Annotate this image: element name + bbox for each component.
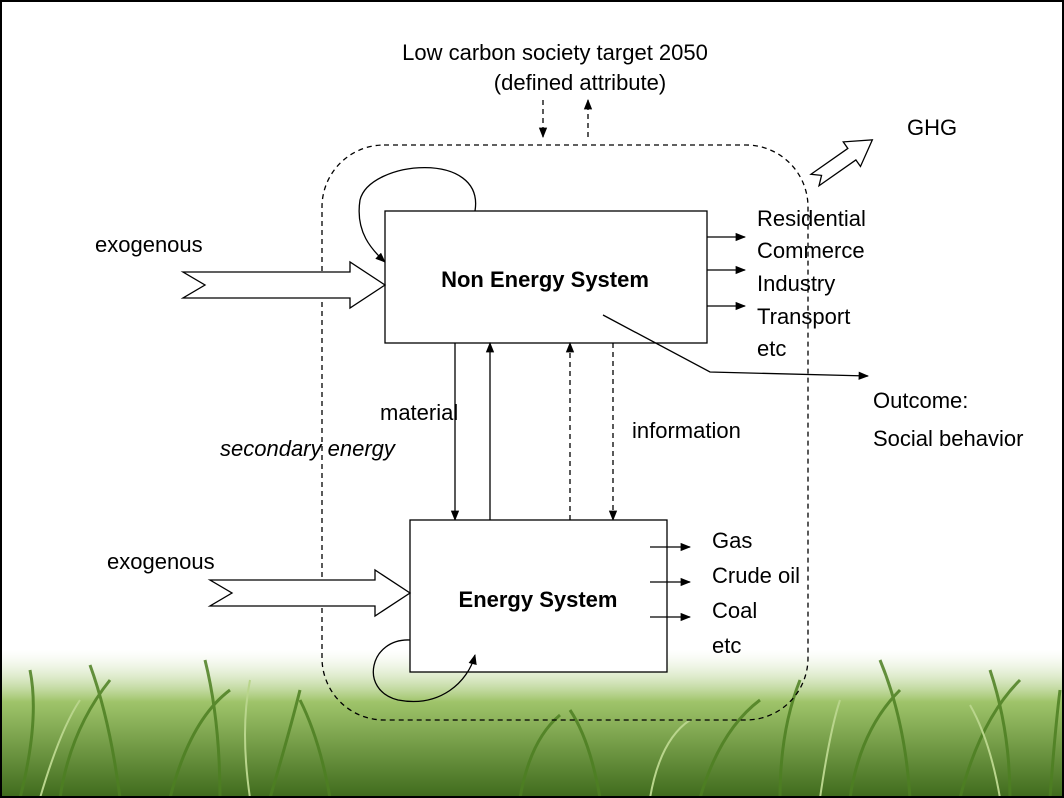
feedback-loop	[372, 639, 477, 703]
outcome-label: Social behavior	[873, 426, 1023, 451]
outcome-label: Outcome:	[873, 388, 968, 413]
node-label: Energy System	[459, 587, 618, 612]
node-box	[409, 519, 668, 673]
flow-label: information	[632, 418, 741, 443]
flow-label: material	[380, 400, 458, 425]
output-label: Residential	[757, 206, 866, 231]
target-title: Low carbon society target 2050	[402, 40, 708, 65]
ghg-arrow	[809, 139, 874, 188]
outcome-arrow	[602, 314, 870, 380]
output-label: Industry	[757, 271, 835, 296]
output-label: Transport	[757, 304, 850, 329]
feedback-loop	[358, 167, 477, 263]
output-label: Commerce	[757, 238, 865, 263]
output-label: Crude oil	[712, 563, 800, 588]
output-label: Coal	[712, 598, 757, 623]
input-label: exogenous	[107, 549, 215, 574]
input-arrow	[207, 568, 412, 618]
grass	[0, 650, 1064, 798]
output-label: Gas	[712, 528, 752, 553]
output-label: etc	[712, 633, 741, 658]
flow-label: secondary energy	[220, 436, 397, 461]
input-label: exogenous	[95, 232, 203, 257]
input-arrow	[180, 260, 387, 310]
system-boundary	[321, 144, 809, 721]
output-label: etc	[757, 336, 786, 361]
node-label: Non Energy System	[441, 267, 649, 292]
node-box	[384, 210, 708, 344]
target-subtitle: (defined attribute)	[494, 70, 666, 95]
ghg-label: GHG	[907, 115, 957, 140]
